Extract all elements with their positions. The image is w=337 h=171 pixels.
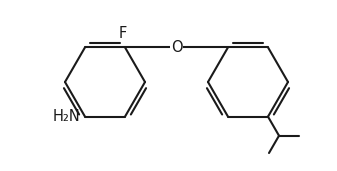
Text: O: O <box>171 40 182 55</box>
Text: H₂N: H₂N <box>52 109 80 124</box>
Text: F: F <box>119 26 127 41</box>
